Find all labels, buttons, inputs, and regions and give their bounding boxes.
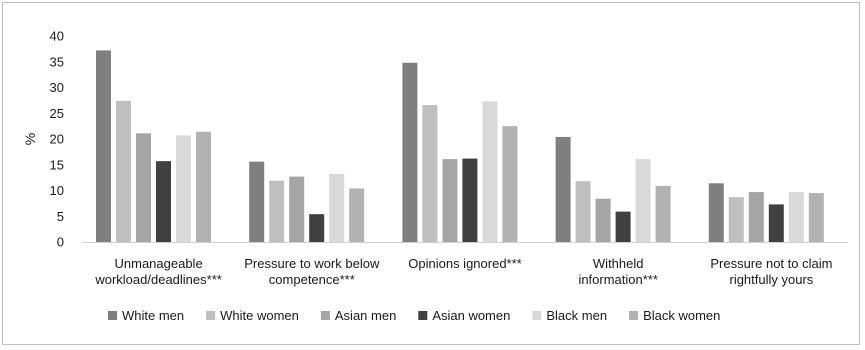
x-category-label: rightfully yours xyxy=(729,272,813,287)
bar xyxy=(482,101,498,242)
bar xyxy=(808,193,824,242)
y-tick-label: 15 xyxy=(50,157,64,172)
bar xyxy=(502,126,518,242)
legend-label: Asian women xyxy=(432,308,510,323)
bar xyxy=(249,161,265,242)
bar xyxy=(768,204,784,242)
legend-swatch xyxy=(532,311,542,320)
bar xyxy=(575,181,591,242)
legend-swatch xyxy=(206,311,216,320)
x-category-label: Unmanageable xyxy=(115,256,203,271)
bar xyxy=(96,50,111,242)
x-category-label: Opinions ignored*** xyxy=(408,256,521,271)
y-tick-label: 0 xyxy=(57,235,64,250)
y-tick-label: 10 xyxy=(50,183,64,198)
y-tick-label: 25 xyxy=(50,106,64,121)
legend-swatch xyxy=(629,311,639,320)
x-category-label: Pressure not to claim xyxy=(710,256,832,271)
bar xyxy=(595,198,611,242)
y-tick-label: 40 xyxy=(50,29,64,44)
bar xyxy=(116,100,131,242)
x-category-label: information*** xyxy=(578,272,658,287)
bar xyxy=(309,214,325,242)
x-category-label: Withheld xyxy=(593,256,644,271)
y-axis-label: % xyxy=(22,133,38,145)
y-tick-label: 30 xyxy=(50,80,64,95)
bar xyxy=(442,159,458,242)
legend-label: Asian men xyxy=(335,308,396,323)
x-category-label: workload/deadlines*** xyxy=(94,272,221,287)
y-tick-label: 20 xyxy=(50,132,64,147)
bar xyxy=(615,211,631,242)
bar xyxy=(289,176,305,242)
bar xyxy=(655,185,671,242)
y-tick-label: 35 xyxy=(50,54,64,69)
bar xyxy=(176,135,191,242)
legend-swatch xyxy=(108,311,117,320)
legend-label: Black women xyxy=(643,308,720,323)
bar xyxy=(728,197,744,242)
bar xyxy=(462,158,478,242)
bar xyxy=(136,133,151,242)
bar xyxy=(329,174,345,242)
bar xyxy=(708,183,724,242)
bar xyxy=(402,62,418,242)
legend-swatch xyxy=(418,311,428,320)
bar xyxy=(196,131,211,242)
legend-label: Black men xyxy=(546,308,607,323)
x-category-label: Pressure to work below xyxy=(244,256,380,271)
bar xyxy=(156,161,171,242)
bar xyxy=(269,180,285,242)
legend-label: White women xyxy=(220,308,299,323)
bar xyxy=(748,192,764,242)
x-category-label: competence*** xyxy=(269,272,355,287)
bar xyxy=(788,192,804,242)
legend-label: White men xyxy=(122,308,184,323)
bar xyxy=(422,105,438,242)
bar xyxy=(349,188,365,242)
bar xyxy=(635,159,651,242)
legend-swatch xyxy=(320,311,330,320)
bar xyxy=(555,136,571,242)
y-tick-label: 5 xyxy=(57,209,64,224)
